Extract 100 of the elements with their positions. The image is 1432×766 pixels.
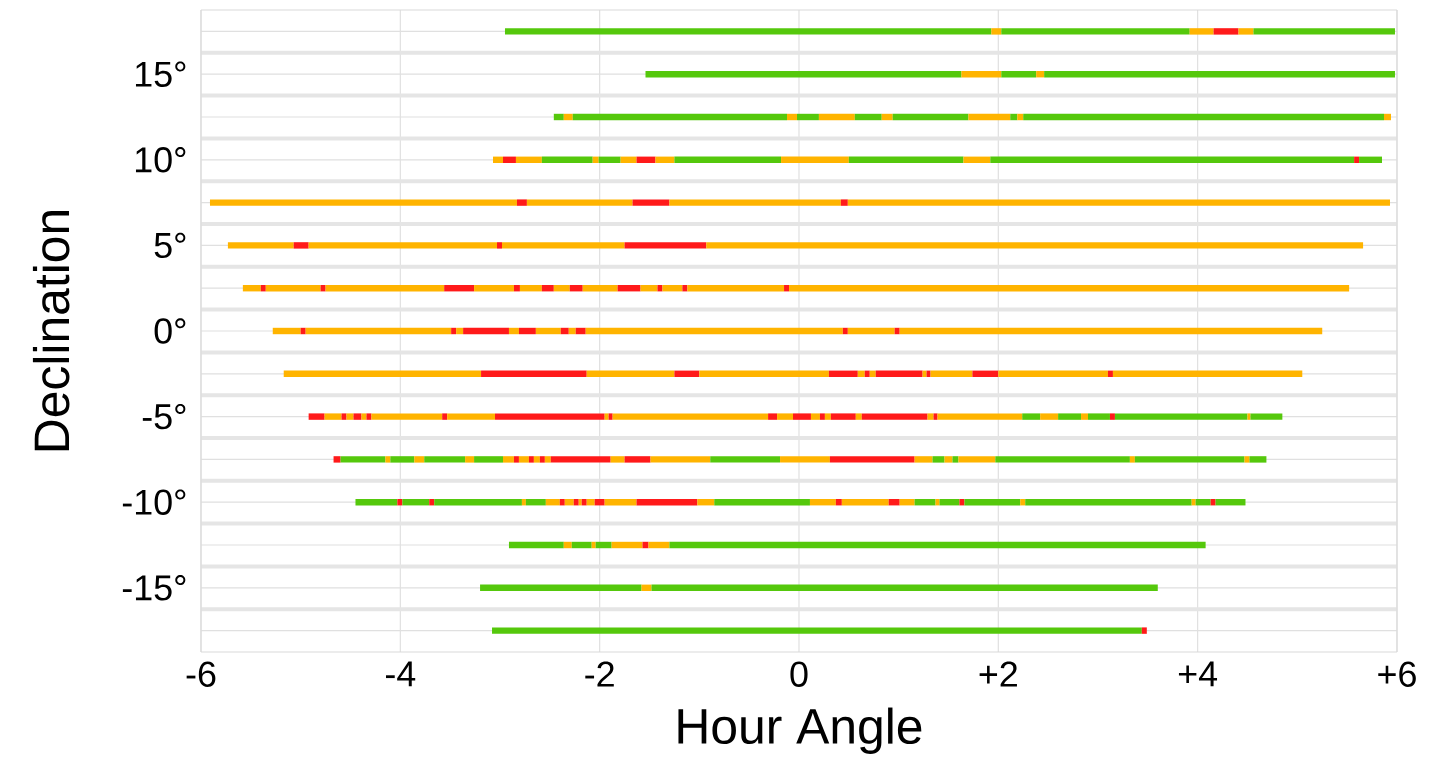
bar [515,156,542,164]
bar [998,370,1108,378]
bar [1250,413,1283,420]
bar [1081,413,1089,420]
bar [935,499,940,506]
bar [869,370,876,378]
bar [501,242,625,249]
bar [926,370,931,378]
bar [560,327,569,335]
bar [544,456,551,463]
bar [355,499,398,506]
bar [964,499,1021,506]
bar [553,285,570,292]
bar [706,242,1364,249]
bar [841,499,889,506]
bar [930,370,973,378]
bar [620,156,637,164]
bar [539,456,545,463]
x-tick-label: -6 [186,661,216,687]
bar [847,327,895,335]
bar [497,242,502,249]
bar [655,156,675,164]
x-tick-label: 0 [790,661,808,687]
bar [508,327,519,335]
bar [535,327,561,335]
bar [451,327,457,335]
bar [265,285,321,292]
bar [1112,370,1303,378]
bar [809,499,836,506]
bar [568,327,576,335]
bar [927,413,934,420]
bar [550,456,611,463]
bar [320,285,326,292]
bar [857,370,865,378]
bar [474,285,514,292]
y-axis-title: Declination [32,211,70,451]
bar [855,413,862,420]
bar [513,456,519,463]
y-tick-label: -15° [122,575,186,601]
bar [414,456,425,463]
bar [492,627,1142,634]
x-tick-label: -4 [385,661,416,687]
bar [1141,627,1147,634]
bar [662,285,683,292]
bar [508,541,564,549]
bar [1058,413,1082,420]
x-tick-label: +2 [979,661,1017,687]
bar [645,70,962,78]
bar [385,456,391,463]
bar [1215,499,1246,506]
bar [481,370,587,378]
bar [888,499,900,506]
bar [1025,499,1192,506]
bar [1195,499,1211,506]
bar [610,456,625,463]
bar [526,199,633,206]
x-tick-label: -2 [585,661,614,687]
y-tick-label: -5° [142,403,186,430]
bar [429,499,435,506]
bar [325,285,445,292]
y-tick-label: -10° [122,489,186,515]
bar [1088,413,1110,420]
bar [575,327,586,335]
bar [972,370,999,378]
x-axis-title: Hour Angle [678,707,922,754]
bar [569,285,583,292]
x-tick-label: +6 [1378,661,1416,687]
bar [847,199,1390,206]
bar [585,327,843,335]
y-tick-label: 5° [154,232,186,259]
bar [308,242,497,249]
bar [922,370,927,378]
bar [669,199,841,206]
bar [875,370,923,378]
bar [632,199,670,206]
bar [293,242,309,249]
bar [397,499,403,506]
bar [899,327,1323,335]
y-tick-label: 15° [135,61,186,87]
y-tick-label: 0° [154,318,186,344]
bar [937,413,1023,420]
bar [586,370,675,378]
bar [582,285,618,292]
bar [502,156,516,164]
bar [617,285,641,292]
y-tick-label: 10° [135,147,186,173]
bar [657,285,663,292]
x-tick-label: +4 [1178,661,1218,687]
bar [528,456,534,463]
bar [894,327,900,335]
bar [1022,413,1041,420]
bar [516,199,527,206]
bar [300,327,306,335]
bar [1114,413,1248,420]
bar [781,156,849,164]
bar [502,456,514,463]
bar [518,456,529,463]
bar [305,327,452,335]
bar [553,113,564,121]
bar [842,327,848,335]
